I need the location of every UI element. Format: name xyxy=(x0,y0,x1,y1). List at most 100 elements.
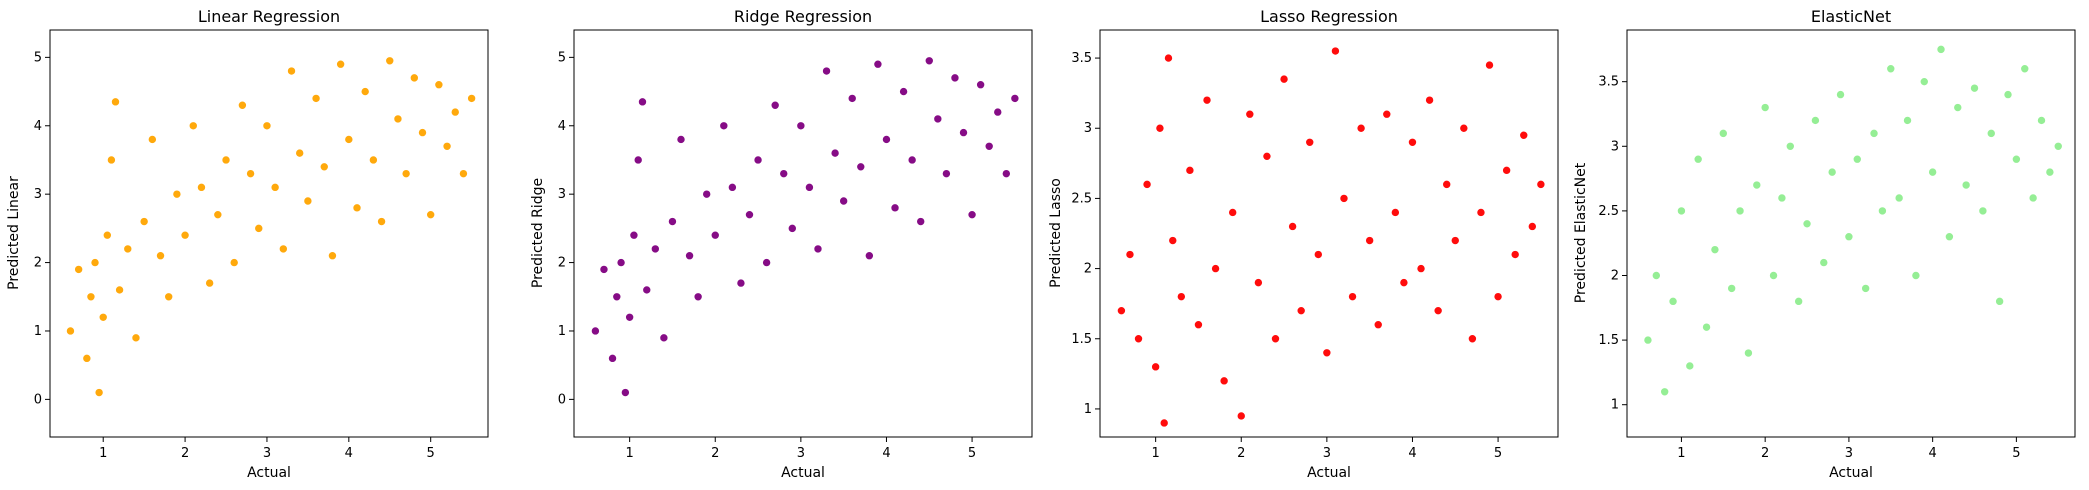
scatter-point-elasticnet-0-19 xyxy=(1802,219,1812,229)
scatter-point-linear-regression-0-32 xyxy=(295,148,305,158)
scatter-point-linear-regression-0-47 xyxy=(417,127,428,138)
scatter-point-lasso-regression-0-15 xyxy=(1227,207,1238,218)
scatter-point-ridge-regression-0-18 xyxy=(710,230,720,240)
scatter-point-linear-regression-0-23 xyxy=(221,155,231,165)
scatter-point-linear-regression-0-42 xyxy=(376,216,387,227)
scatter-point-linear-regression-0-43 xyxy=(385,56,395,66)
y-tick-label-ridge-regression-3: 3 xyxy=(558,187,566,202)
scatter-point-elasticnet-0-11 xyxy=(1735,206,1745,216)
scatter-point-elasticnet-0-16 xyxy=(1777,193,1787,203)
scatter-point-ridge-regression-0-5 xyxy=(620,387,631,398)
scatter-point-ridge-regression-0-2 xyxy=(607,353,618,364)
scatter-point-elasticnet-0-4 xyxy=(1676,206,1687,216)
x-tick-label-linear-regression-0: 1 xyxy=(99,446,107,461)
scatter-point-ridge-regression-0-51 xyxy=(993,107,1003,117)
scatter-point-elasticnet-0-48 xyxy=(2045,167,2055,177)
scatter-point-elasticnet-0-49 xyxy=(2053,141,2063,151)
scatter-point-linear-regression-0-26 xyxy=(245,168,256,179)
scatter-point-ridge-regression-0-42 xyxy=(916,216,926,227)
x-ticks-ridge-regression: 1 2 3 4 5 xyxy=(626,437,976,461)
scatter-point-ridge-regression-0-36 xyxy=(864,251,875,261)
scatter-point-elasticnet-0-42 xyxy=(1994,296,2005,307)
scatter-point-ridge-regression-0-14 xyxy=(676,134,686,145)
scatter-point-ridge-regression-0-29 xyxy=(804,182,815,193)
scatter-points-elasticnet xyxy=(1643,44,2063,397)
y-tick-label-linear-regression-5: 5 xyxy=(34,50,42,65)
scatter-point-linear-regression-0-39 xyxy=(352,203,362,213)
scatter-point-lasso-regression-0-44 xyxy=(1476,207,1486,218)
x-tick-label-linear-regression-4: 5 xyxy=(427,446,435,461)
y-tick-label-lasso-regression-5: 3.5 xyxy=(1071,51,1092,66)
x-ticks-lasso-regression: 1 2 3 4 5 xyxy=(1152,437,1502,461)
y-tick-label-lasso-regression-1: 1.5 xyxy=(1071,332,1092,347)
scatter-point-lasso-regression-0-12 xyxy=(1202,95,1212,105)
scatter-point-lasso-regression-0-29 xyxy=(1347,291,1358,302)
scatter-point-linear-regression-0-20 xyxy=(196,182,207,193)
scatter-point-ridge-regression-0-3 xyxy=(612,292,622,302)
x-tick-label-elasticnet-0: 1 xyxy=(1677,446,1685,461)
y-ticks-elasticnet: 1 1.5 2 2.5 3 3.5 xyxy=(1598,75,1627,413)
scatter-point-linear-regression-0-2 xyxy=(82,353,92,364)
scatter-points-lasso-regression xyxy=(1116,46,1546,428)
scatter-point-linear-regression-0-4 xyxy=(90,257,100,268)
scatter-point-linear-regression-0-25 xyxy=(237,100,248,110)
scatter-point-elasticnet-0-14 xyxy=(1760,102,1770,113)
scatter-point-lasso-regression-0-41 xyxy=(1450,235,1460,246)
scatter-point-lasso-regression-0-48 xyxy=(1510,249,1520,260)
y-axis-label-linear-regression: Predicted Linear xyxy=(6,176,22,290)
scatter-point-ridge-regression-0-45 xyxy=(941,168,952,179)
scatter-point-elasticnet-0-33 xyxy=(1919,76,1929,87)
x-tick-label-ridge-regression-1: 2 xyxy=(711,446,719,461)
scatter-point-linear-regression-0-24 xyxy=(229,257,239,268)
scatter-point-elasticnet-0-2 xyxy=(1659,387,1670,397)
scatter-point-elasticnet-0-23 xyxy=(1835,89,1846,100)
scatter-point-linear-regression-0-34 xyxy=(311,93,321,104)
scatter-point-elasticnet-0-21 xyxy=(1819,257,1829,268)
y-tick-label-lasso-regression-4: 3 xyxy=(1084,121,1092,136)
y-tick-label-elasticnet-4: 3 xyxy=(1611,139,1619,154)
scatter-point-elasticnet-0-27 xyxy=(1869,128,1879,139)
scatter-point-elasticnet-0-30 xyxy=(1894,193,1904,203)
scatter-point-linear-regression-0-13 xyxy=(139,216,149,227)
scatter-point-lasso-regression-0-33 xyxy=(1382,109,1392,119)
scatter-point-linear-regression-0-16 xyxy=(164,292,174,302)
scatter-point-lasso-regression-0-30 xyxy=(1356,123,1366,133)
chart-panel-linear-regression: Linear Regression Actual Predicted Linea… xyxy=(6,7,489,481)
scatter-point-lasso-regression-0-42 xyxy=(1459,123,1469,133)
scatter-point-elasticnet-0-36 xyxy=(1944,232,1955,242)
scatter-point-ridge-regression-0-25 xyxy=(770,100,780,110)
x-axis-label-elasticnet: Actual xyxy=(1829,465,1873,481)
x-tick-label-lasso-regression-3: 4 xyxy=(1408,446,1416,461)
y-axis-label-lasso-regression: Predicted Lasso xyxy=(1048,178,1064,288)
y-tick-label-ridge-regression-1: 1 xyxy=(558,324,566,339)
scatter-point-linear-regression-0-1 xyxy=(73,264,84,275)
scatter-point-ridge-regression-0-49 xyxy=(975,80,986,90)
scatter-point-ridge-regression-0-9 xyxy=(637,97,648,107)
scatter-point-elasticnet-0-1 xyxy=(1651,270,1662,281)
x-tick-label-lasso-regression-2: 3 xyxy=(1323,446,1331,461)
scatter-point-linear-regression-0-5 xyxy=(94,387,104,398)
scatter-point-ridge-regression-0-31 xyxy=(821,66,832,76)
scatter-point-ridge-regression-0-8 xyxy=(633,155,643,165)
scatter-point-elasticnet-0-17 xyxy=(1785,141,1795,151)
scatter-point-lasso-regression-0-6 xyxy=(1159,418,1169,428)
scatter-point-linear-regression-0-40 xyxy=(360,86,370,97)
scatter-point-lasso-regression-0-51 xyxy=(1536,179,1546,190)
scatter-point-linear-regression-0-30 xyxy=(278,244,289,254)
scatter-point-lasso-regression-0-34 xyxy=(1390,207,1401,218)
x-tick-label-elasticnet-1: 2 xyxy=(1761,446,1769,461)
scatter-point-ridge-regression-0-6 xyxy=(624,312,635,322)
scatter-point-ridge-regression-0-48 xyxy=(967,209,977,220)
scatter-point-ridge-regression-0-50 xyxy=(984,141,994,151)
y-tick-label-elasticnet-5: 3.5 xyxy=(1598,75,1619,90)
x-tick-label-lasso-regression-1: 2 xyxy=(1237,446,1245,461)
scatter-point-elasticnet-0-22 xyxy=(1827,167,1837,177)
y-tick-label-ridge-regression-4: 4 xyxy=(558,119,566,134)
y-tick-label-lasso-regression-2: 2 xyxy=(1084,262,1092,277)
scatter-point-lasso-regression-0-2 xyxy=(1133,334,1144,344)
x-tick-label-ridge-regression-3: 4 xyxy=(882,446,890,461)
scatter-point-linear-regression-0-7 xyxy=(102,230,113,240)
scatter-point-ridge-regression-0-1 xyxy=(599,264,609,275)
scatter-point-linear-regression-0-53 xyxy=(466,93,477,104)
x-axis-label-lasso-regression: Actual xyxy=(1307,465,1351,481)
